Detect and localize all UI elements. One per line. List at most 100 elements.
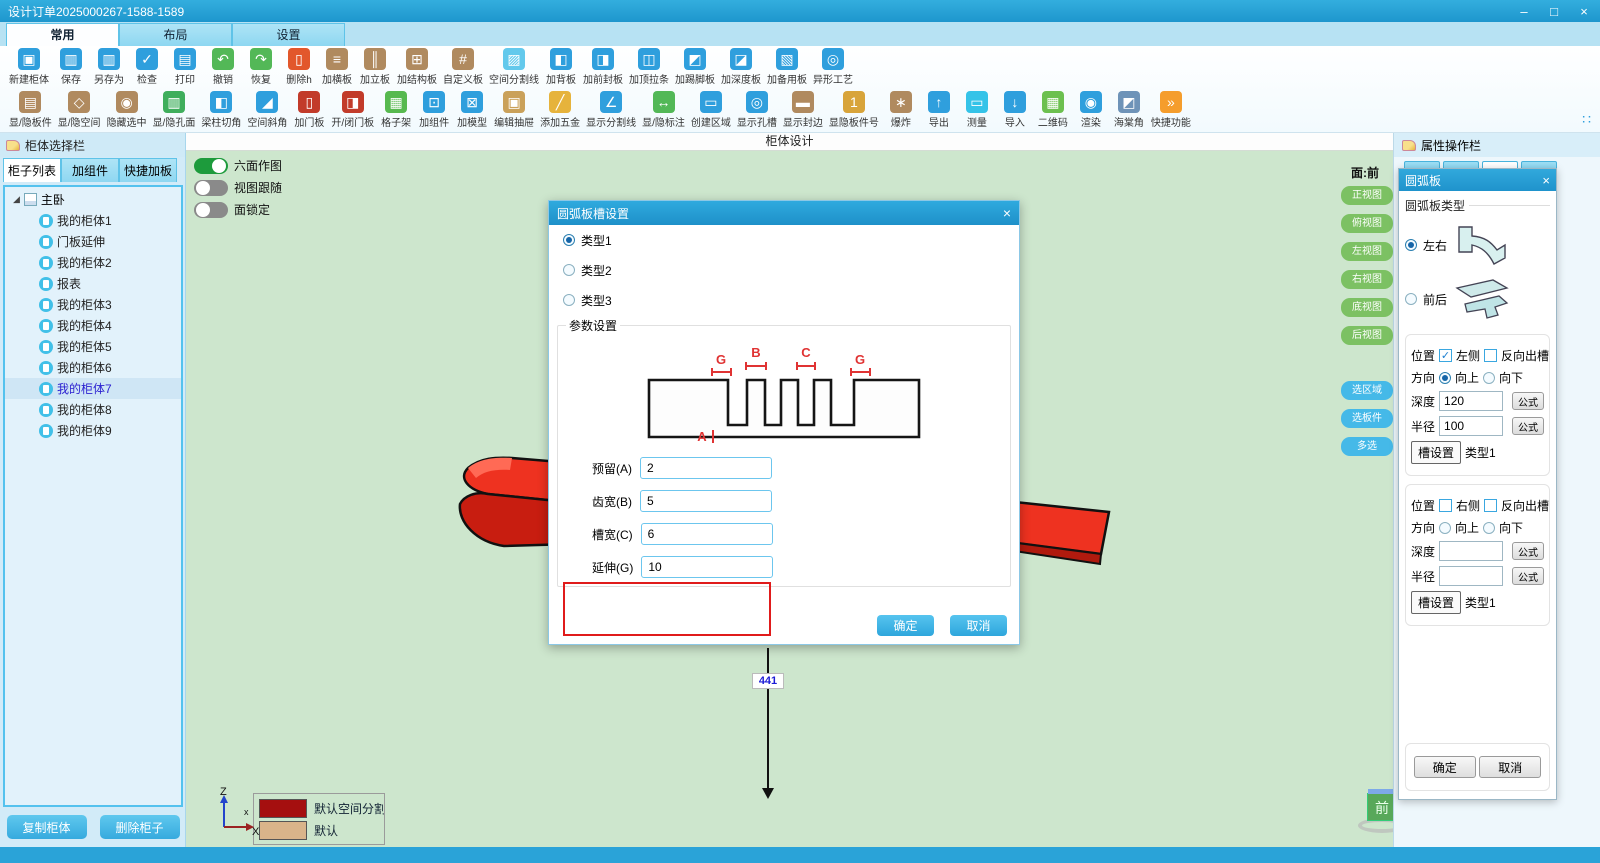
toolbar-item[interactable]: ◢ 空间斜角 <box>244 89 290 131</box>
arc-ok-button[interactable]: 确定 <box>1413 756 1476 778</box>
checkbox-icon[interactable]: ✓ <box>1439 349 1453 362</box>
toolbar-item[interactable]: ▣ 新建柜体 <box>6 46 52 88</box>
select-button-选板件[interactable]: 选板件 <box>1341 409 1393 428</box>
radius-input[interactable] <box>1439 566 1504 586</box>
dimension-value[interactable]: 441 <box>752 673 784 689</box>
toggle-六面作图[interactable]: 六面作图 <box>194 157 282 174</box>
tree-item[interactable]: 我的柜体2 <box>5 252 181 273</box>
formula-button[interactable]: 公式 <box>1512 567 1544 585</box>
toolbar-item[interactable]: ◉ 隐藏选中 <box>104 89 150 131</box>
view-button-右视图[interactable]: 右视图 <box>1341 270 1393 289</box>
dialog-type-option[interactable]: 类型3 <box>549 285 1019 315</box>
toolbar-item[interactable]: ▨ 空间分割线 <box>486 46 542 88</box>
toolbar-item[interactable]: ◇ 显/隐空间 <box>55 89 104 131</box>
toolbar-item[interactable]: ◩ 加踢脚板 <box>672 46 718 88</box>
slot-settings-button[interactable]: 槽设置 <box>1411 441 1462 464</box>
toolbar-item[interactable]: ▯ 删除h <box>280 46 318 88</box>
toolbar-item[interactable]: ◧ 加背板 <box>542 46 580 88</box>
ribbon-tab-布局[interactable]: 布局 <box>119 23 232 46</box>
toolbar-item[interactable]: ✓ 检查 <box>128 46 166 88</box>
toolbar-item[interactable]: ◨ 开/闭门板 <box>328 89 377 131</box>
view-button-正视图[interactable]: 正视图 <box>1341 186 1393 205</box>
radio-icon[interactable] <box>1483 521 1496 534</box>
tree-item[interactable]: 我的柜体3 <box>5 294 181 315</box>
radio-icon[interactable] <box>1405 239 1417 251</box>
toolbar-item[interactable]: ◧ 梁柱切角 <box>198 89 244 131</box>
toggle-switch-icon[interactable] <box>194 157 228 174</box>
toolbar-item[interactable]: ▤ 显/隐板件 <box>6 89 55 131</box>
formula-button[interactable]: 公式 <box>1512 542 1544 560</box>
dialog-field-input[interactable] <box>640 490 772 512</box>
tree-item[interactable]: 我的柜体6 <box>5 357 181 378</box>
toolbar-item[interactable]: ▥ 显/隐孔面 <box>150 89 199 131</box>
toolbar-item[interactable]: 1 显隐板件号 <box>826 89 882 131</box>
checkbox-icon[interactable] <box>1439 499 1453 512</box>
tree-item[interactable]: 报表 <box>5 273 181 294</box>
radio-icon[interactable] <box>563 264 575 276</box>
checkbox-icon[interactable] <box>1484 349 1498 362</box>
toolbar-item[interactable]: ⊞ 加结构板 <box>394 46 440 88</box>
arc-type-front-back[interactable]: 前后 <box>1405 276 1550 322</box>
toolbar-item[interactable]: ⊡ 加组件 <box>415 89 453 131</box>
toolbar-item[interactable]: ╱ 添加五金 <box>537 89 583 131</box>
maximize-button[interactable]: □ <box>1550 3 1558 19</box>
toolbar-item[interactable]: ◫ 加顶拉条 <box>626 46 672 88</box>
ribbon-tab-设置[interactable]: 设置 <box>232 23 345 46</box>
select-button-选区域[interactable]: 选区域 <box>1341 381 1393 400</box>
tree-item[interactable]: 我的柜体9 <box>5 420 181 441</box>
tree-item[interactable]: 我的柜体8 <box>5 399 181 420</box>
toolbar-item[interactable]: ↶ 撤销 <box>204 46 242 88</box>
toggle-switch-icon[interactable] <box>194 201 228 218</box>
delete-cabinet-button[interactable]: 删除柜子 <box>99 815 180 839</box>
arc-panel-close-icon[interactable]: × <box>1542 172 1550 188</box>
radio-icon[interactable] <box>1439 371 1452 384</box>
dialog-field-input[interactable] <box>641 556 774 578</box>
toolbar-item[interactable]: ∠ 显示分割线 <box>583 89 639 131</box>
depth-input[interactable] <box>1439 541 1504 561</box>
toolbar-item[interactable]: # 自定义板 <box>440 46 486 88</box>
toolbar-item[interactable]: ▯ 加门板 <box>290 89 328 131</box>
toolbar-item[interactable]: ◉ 渲染 <box>1072 89 1110 131</box>
formula-button[interactable]: 公式 <box>1512 392 1544 410</box>
toolbar-item[interactable]: ≡ 加横板 <box>318 46 356 88</box>
toggle-switch-icon[interactable] <box>194 179 228 196</box>
sidebar-tab-加组件[interactable]: 加组件 <box>61 158 119 182</box>
formula-button[interactable]: 公式 <box>1512 417 1544 435</box>
radio-icon[interactable] <box>1439 521 1452 534</box>
toolbar-item[interactable]: ▣ 编辑抽屉 <box>491 89 537 131</box>
view-button-后视图[interactable]: 后视图 <box>1341 326 1393 345</box>
toolbar-item[interactable]: ↓ 导入 <box>996 89 1034 131</box>
close-button[interactable]: × <box>1580 3 1588 19</box>
toggle-面锁定[interactable]: 面锁定 <box>194 201 282 218</box>
toolbar-item[interactable]: ↷ 恢复 <box>242 46 280 88</box>
radius-input[interactable] <box>1439 416 1504 436</box>
view-button-底视图[interactable]: 底视图 <box>1341 298 1393 317</box>
toolbar-overflow-icon[interactable]: ∷ <box>1582 111 1592 127</box>
dialog-type-option[interactable]: 类型2 <box>549 255 1019 285</box>
toolbar-item[interactable]: ▥ 保存 <box>52 46 90 88</box>
toolbar-item[interactable]: ▬ 显示封边 <box>780 89 826 131</box>
tree-item[interactable]: 我的柜体1 <box>5 210 181 231</box>
tree-item[interactable]: 门板延伸 <box>5 231 181 252</box>
toolbar-item[interactable]: ▤ 打印 <box>166 46 204 88</box>
tree-item[interactable]: 我的柜体7 <box>5 378 181 399</box>
dialog-ok-button[interactable]: 确定 <box>877 615 934 636</box>
toolbar-item[interactable]: ↑ 导出 <box>920 89 958 131</box>
dialog-field-input[interactable] <box>640 457 772 479</box>
dialog-type-option[interactable]: 类型1 <box>549 225 1019 255</box>
radio-icon[interactable] <box>1405 293 1417 305</box>
arc-cancel-button[interactable]: 取消 <box>1479 756 1542 778</box>
toolbar-item[interactable]: ▭ 测量 <box>958 89 996 131</box>
arc-type-left-right[interactable]: 左右 <box>1405 222 1550 268</box>
toolbar-item[interactable]: ◪ 加深度板 <box>718 46 764 88</box>
view-button-俯视图[interactable]: 俯视图 <box>1341 214 1393 233</box>
sidebar-tab-快捷加板[interactable]: 快捷加板 <box>119 158 177 182</box>
slot-settings-button[interactable]: 槽设置 <box>1411 591 1462 614</box>
toolbar-item[interactable]: » 快捷功能 <box>1148 89 1194 131</box>
tree-item[interactable]: 我的柜体4 <box>5 315 181 336</box>
dialog-cancel-button[interactable]: 取消 <box>950 615 1007 636</box>
toolbar-item[interactable]: ▦ 二维码 <box>1034 89 1072 131</box>
radio-icon[interactable] <box>563 294 575 306</box>
select-button-多选[interactable]: 多选 <box>1341 437 1393 456</box>
toolbar-item[interactable]: ⊠ 加模型 <box>453 89 491 131</box>
